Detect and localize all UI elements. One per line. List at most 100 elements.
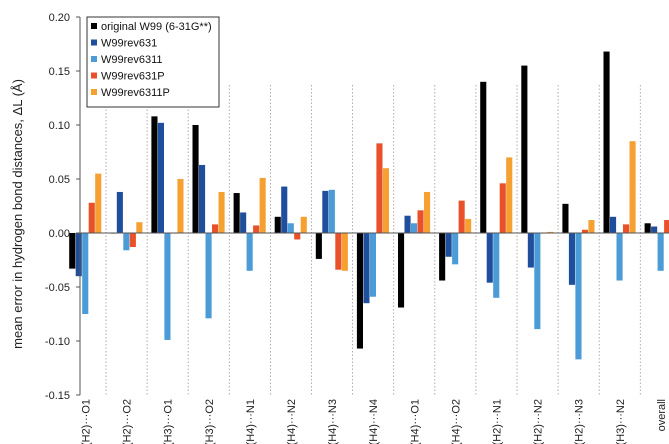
bar	[335, 233, 342, 270]
bar	[506, 157, 513, 233]
bar	[315, 233, 322, 259]
bar	[253, 225, 260, 233]
bar	[480, 81, 487, 233]
bar	[328, 189, 335, 233]
bar	[192, 125, 199, 233]
bar	[205, 233, 212, 319]
category-label: overall	[656, 399, 668, 431]
bar	[562, 203, 569, 233]
category-label: N(H4)···O1	[409, 399, 421, 444]
bar	[116, 191, 123, 233]
bar	[129, 233, 136, 248]
bar	[218, 191, 225, 233]
legend-box	[86, 16, 220, 108]
bar	[534, 233, 541, 330]
bar	[151, 116, 158, 233]
y-tick-label: 0.20	[49, 12, 70, 24]
bar	[376, 143, 383, 233]
bar	[341, 233, 348, 271]
bar	[294, 233, 301, 240]
bar	[157, 122, 164, 233]
bar	[82, 233, 89, 314]
y-axis-title: mean error in hydrogen bond distances, Δ…	[10, 79, 25, 349]
category-label: N(H4)···N2	[286, 399, 298, 444]
bar	[281, 186, 288, 233]
bar	[164, 233, 171, 340]
bar	[603, 51, 610, 234]
y-tick-label: -0.05	[45, 282, 70, 294]
bar	[657, 233, 664, 271]
category-labels: O(H2)···O1 O(H2)···O2 O(H3)···O1 O(H3)···O2…	[80, 399, 667, 444]
bar	[623, 224, 630, 233]
bar	[300, 216, 307, 233]
bar	[88, 202, 95, 233]
bar	[363, 233, 370, 304]
axes	[76, 16, 669, 396]
category-label: O(H2)···N3	[574, 399, 586, 444]
category-label: N(H4)···N1	[245, 399, 257, 444]
y-tick-label: 0.05	[49, 174, 70, 186]
bar	[95, 173, 102, 233]
bar	[465, 218, 472, 233]
bar	[177, 179, 184, 233]
bar	[575, 233, 582, 360]
legend-swatch	[91, 39, 97, 46]
bar	[369, 233, 376, 297]
bar	[246, 233, 253, 271]
category-label: O(H2)···N1	[491, 399, 503, 444]
y-tick-label: 0.00	[49, 228, 70, 240]
bar	[521, 65, 528, 233]
bar	[629, 141, 636, 233]
legend-swatch	[91, 89, 97, 95]
category-label: N(H4)···N3	[327, 399, 339, 444]
category-label: O(H2)···O1	[80, 399, 92, 444]
bar	[417, 210, 424, 233]
y-tick-label: -0.10	[45, 336, 70, 348]
bar	[69, 233, 76, 269]
legend-label: original W99 (6-31G**)	[101, 21, 212, 33]
bar	[493, 233, 500, 298]
bar	[424, 191, 431, 233]
bars	[69, 51, 669, 360]
bar	[486, 233, 493, 283]
bar	[664, 220, 669, 233]
bar	[568, 233, 575, 285]
bar	[259, 177, 266, 233]
bar	[287, 223, 294, 233]
y-tick-label: 0.10	[49, 120, 70, 132]
bar	[616, 233, 623, 281]
bar	[240, 212, 247, 233]
bar	[651, 226, 658, 233]
legend-label: W99rev6311P	[101, 87, 170, 99]
bar	[581, 229, 588, 233]
bar	[547, 231, 554, 233]
bar	[322, 190, 329, 233]
bar	[398, 233, 405, 308]
legend: original W99 (6-31G**) W99rev631 W99rev631…	[86, 16, 220, 108]
bar	[499, 183, 506, 233]
category-label: N(H4)···N4	[368, 399, 380, 444]
bar	[644, 223, 651, 233]
category-separators	[105, 85, 641, 395]
bar	[445, 233, 452, 257]
legend-label: W99rev631P	[101, 71, 165, 83]
bar	[527, 233, 534, 268]
category-label: N(H4)···O2	[450, 399, 462, 444]
bar	[610, 216, 617, 233]
legend-label: W99rev6311	[101, 54, 163, 66]
legend-label: W99rev631	[101, 38, 157, 50]
bar	[123, 233, 130, 251]
category-label: O(H3)···N2	[615, 399, 627, 444]
bar	[439, 233, 446, 281]
bar	[356, 233, 363, 349]
bar	[199, 164, 206, 233]
bar	[411, 223, 418, 233]
bar	[382, 168, 389, 233]
legend-swatch	[91, 72, 97, 79]
bar	[75, 233, 82, 277]
category-label: O(H3)···O1	[163, 399, 175, 444]
category-label: O(H2)···N2	[533, 399, 545, 444]
category-label: O(H3)···O2	[204, 399, 216, 444]
legend-swatch	[91, 23, 97, 29]
